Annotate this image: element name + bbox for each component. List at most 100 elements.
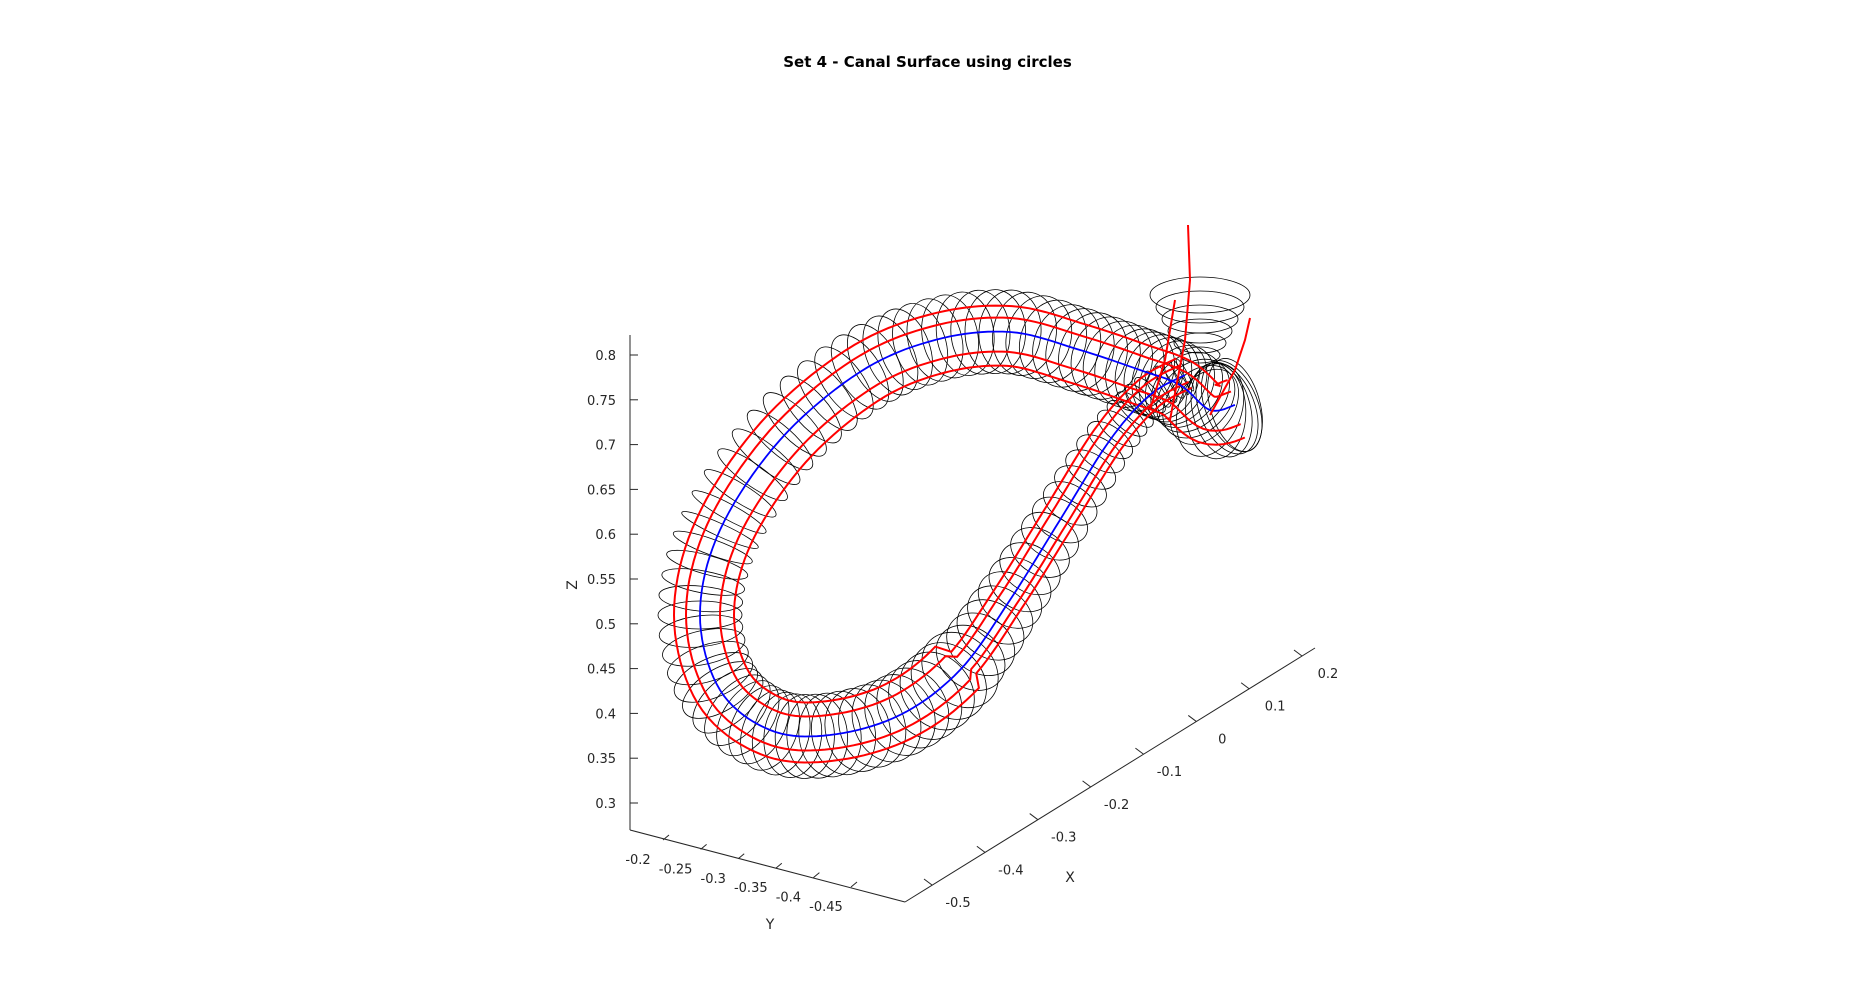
canal-circle bbox=[978, 289, 1042, 375]
flare-circle bbox=[1173, 332, 1227, 354]
canal-circle bbox=[921, 631, 999, 709]
y-tick-mark bbox=[700, 844, 707, 850]
boundary-curve bbox=[684, 316, 1232, 752]
canal-circle bbox=[1005, 295, 1073, 380]
canal-circle bbox=[716, 680, 780, 757]
canal-circle bbox=[862, 315, 919, 396]
y-tick-label: -0.2 bbox=[625, 853, 650, 868]
z-tick-label: 0.3 bbox=[595, 797, 616, 812]
z-tick-label: 0.7 bbox=[595, 439, 616, 454]
canal-circle bbox=[899, 651, 975, 731]
canal-circle bbox=[811, 690, 876, 776]
y-tick-mark bbox=[850, 881, 858, 888]
x-tick-label: -0.2 bbox=[1104, 798, 1129, 813]
x-tick-mark bbox=[1082, 780, 1091, 788]
canal-circle bbox=[692, 668, 764, 734]
boundary-curve-end bbox=[1209, 317, 1251, 416]
y-tick-mark bbox=[662, 834, 670, 841]
canal-circle bbox=[838, 684, 907, 768]
y-tick-label: -0.4 bbox=[776, 891, 801, 906]
canal-circle bbox=[740, 689, 800, 771]
canal-circle bbox=[935, 291, 995, 376]
z-tick-label: 0.6 bbox=[595, 528, 616, 543]
z-tick-label: 0.45 bbox=[587, 663, 616, 678]
z-tick-label: 0.75 bbox=[587, 394, 616, 409]
x-tick-mark bbox=[1187, 715, 1197, 722]
z-tick-label: 0.5 bbox=[595, 618, 616, 633]
canal-circle bbox=[876, 667, 950, 749]
x-tick-label: 0 bbox=[1218, 732, 1226, 747]
canal-circle bbox=[1156, 358, 1230, 433]
flare-circle bbox=[1167, 318, 1233, 344]
canal-circle bbox=[682, 661, 758, 719]
canal-circle bbox=[935, 624, 1006, 691]
x-tick-mark bbox=[976, 845, 986, 853]
boundary-curve bbox=[672, 304, 1228, 764]
canal-circle bbox=[667, 640, 749, 686]
y-axis-line bbox=[629, 829, 906, 903]
x-tick-mark bbox=[923, 878, 933, 886]
x-axis-label: X bbox=[1065, 870, 1075, 886]
z-tick-label: 0.65 bbox=[587, 483, 616, 498]
canal-circle bbox=[864, 674, 936, 756]
canal-circle bbox=[798, 692, 862, 778]
canal-curves bbox=[672, 224, 1251, 764]
canal-circle bbox=[824, 688, 892, 772]
x-tick-label: 0.2 bbox=[1318, 667, 1339, 682]
x-tick-mark bbox=[1240, 682, 1250, 690]
x-tick-label: -0.1 bbox=[1157, 765, 1182, 780]
canal-circle bbox=[763, 693, 823, 778]
y-tick-label: -0.35 bbox=[734, 881, 768, 896]
y-tick-mark bbox=[813, 872, 820, 878]
spine-curve bbox=[699, 330, 1236, 738]
x-axis-line bbox=[904, 647, 1316, 903]
canal-circle bbox=[704, 674, 771, 746]
z-tick-label: 0.8 bbox=[595, 349, 616, 364]
canal-circle bbox=[846, 324, 904, 402]
boundary-curve-end bbox=[1169, 224, 1192, 421]
y-tick-mark bbox=[737, 853, 745, 860]
axes-group bbox=[629, 335, 1316, 903]
canal-circle bbox=[1185, 362, 1247, 460]
canal-circle bbox=[950, 289, 1011, 375]
x-tick-mark bbox=[1135, 747, 1144, 755]
canal-circle bbox=[1201, 360, 1263, 453]
canal-circle bbox=[877, 308, 933, 390]
canal-circle bbox=[786, 693, 848, 779]
boundary-curve bbox=[732, 357, 1246, 704]
boundary-curve-end bbox=[1149, 299, 1176, 411]
chart-title: Set 4 - Canal Surface using circles bbox=[783, 53, 1072, 71]
canal-circle bbox=[728, 685, 790, 765]
x-tick-label: 0.1 bbox=[1265, 700, 1286, 715]
y-tick-label: -0.45 bbox=[809, 900, 843, 915]
x-tick-mark bbox=[1293, 649, 1303, 657]
x-tick-mark bbox=[1029, 813, 1039, 820]
z-tick-label: 0.4 bbox=[595, 707, 616, 722]
y-axis-label: Y bbox=[765, 917, 775, 933]
canal-circle bbox=[851, 679, 922, 763]
z-tick-label: 0.35 bbox=[587, 752, 616, 767]
canal-circle bbox=[751, 691, 811, 776]
canal-circle bbox=[910, 642, 987, 720]
canal-circle bbox=[964, 289, 1027, 374]
y-tick-label: -0.3 bbox=[701, 872, 726, 887]
z-axis-label: Z bbox=[565, 580, 581, 590]
x-tick-label: -0.5 bbox=[945, 896, 970, 911]
x-tick-label: -0.4 bbox=[998, 863, 1023, 878]
axis-labels: 0.3 0.35 0.4 0.45 0.5 0.55 0.6 0.65 0.7 0.75 0.8 -0… bbox=[565, 349, 1338, 933]
y-tick-label: -0.25 bbox=[659, 862, 693, 877]
x-tick-label: -0.3 bbox=[1051, 831, 1076, 846]
canal-circle bbox=[1175, 363, 1245, 457]
z-tick-label: 0.55 bbox=[587, 573, 616, 588]
flare-circle bbox=[1149, 276, 1251, 314]
canal-circle bbox=[774, 694, 835, 779]
y-tick-mark bbox=[775, 862, 783, 869]
canal-circles bbox=[657, 276, 1263, 779]
canal-circle bbox=[1131, 337, 1200, 420]
canal-circle bbox=[892, 303, 949, 386]
flare-circle bbox=[1179, 346, 1221, 364]
canal-circle bbox=[673, 652, 753, 703]
flare-circle bbox=[1155, 290, 1245, 324]
canal-circle bbox=[921, 294, 979, 379]
